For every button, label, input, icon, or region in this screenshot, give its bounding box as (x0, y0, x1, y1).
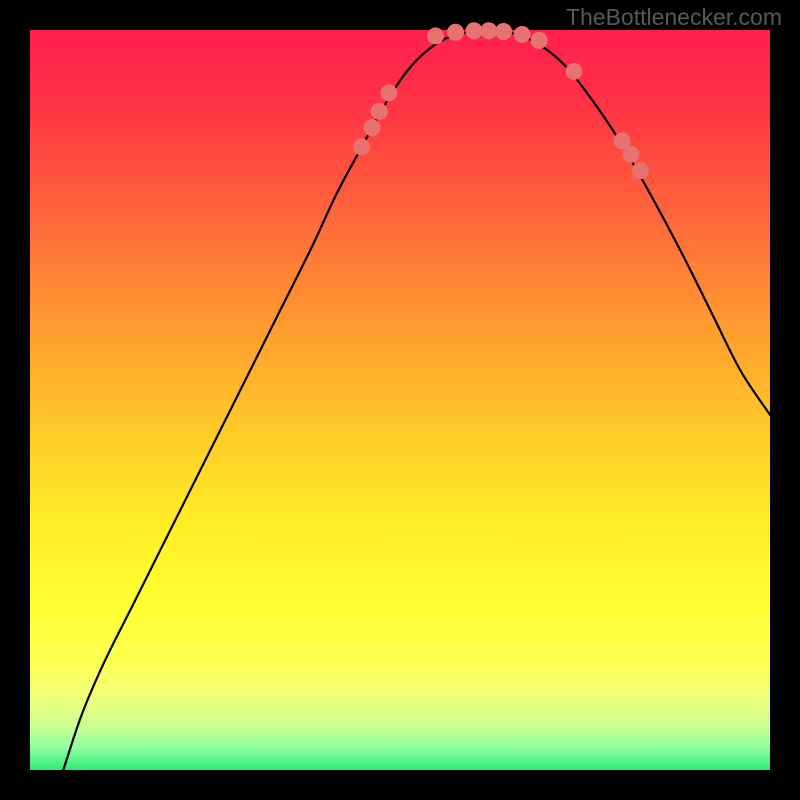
plot-background (30, 30, 770, 770)
chart-frame: TheBottlenecker.com (0, 0, 800, 800)
watermark-text: TheBottlenecker.com (566, 4, 782, 31)
